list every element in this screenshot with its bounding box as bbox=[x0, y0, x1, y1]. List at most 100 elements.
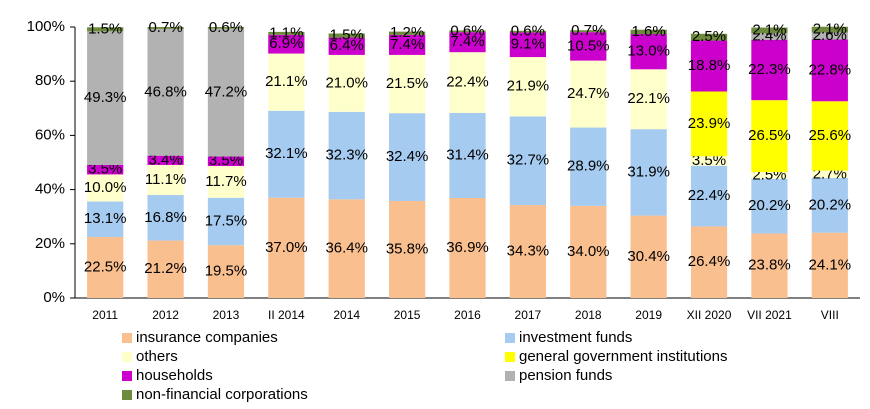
bar-segment bbox=[389, 31, 426, 35]
value-label: 19.5% bbox=[205, 263, 248, 280]
value-label: 22.3% bbox=[748, 61, 791, 78]
x-tick-label: XII 2020 bbox=[687, 308, 732, 322]
bar-segment bbox=[509, 30, 546, 33]
value-label: 21.9% bbox=[507, 78, 550, 95]
value-label: 10.0% bbox=[84, 179, 127, 196]
x-tick-label: 2019 bbox=[635, 308, 662, 322]
value-label: 31.9% bbox=[627, 163, 670, 180]
bar-segment bbox=[147, 28, 184, 156]
bar-segment bbox=[207, 197, 245, 246]
x-tick-label: II 2014 bbox=[268, 308, 305, 322]
value-label: 18.8% bbox=[688, 57, 731, 74]
bar-segment bbox=[751, 233, 788, 298]
value-label: 0.6% bbox=[450, 22, 484, 39]
value-label: 9.1% bbox=[511, 36, 545, 53]
bar-segment bbox=[570, 60, 607, 128]
x-tick-label: 2011 bbox=[92, 308, 118, 322]
bar-segment bbox=[268, 31, 305, 35]
legend-swatch bbox=[122, 371, 132, 381]
bar-segment bbox=[509, 205, 546, 298]
value-label: 22.8% bbox=[809, 61, 852, 78]
value-label: 25.6% bbox=[809, 127, 852, 144]
bar-segment bbox=[207, 245, 245, 298]
bar-segment bbox=[811, 170, 848, 178]
value-label: 1.6% bbox=[632, 23, 666, 40]
bar-segment bbox=[147, 240, 184, 298]
x-tick-label: VIII bbox=[821, 308, 839, 322]
bar-segment bbox=[268, 34, 305, 54]
value-label: 6.4% bbox=[330, 37, 364, 54]
legend-label: pension funds bbox=[519, 367, 612, 384]
y-tick-label: 20% bbox=[35, 235, 65, 252]
legend-label: investment funds bbox=[519, 329, 632, 346]
bar-segment bbox=[570, 30, 607, 33]
bar-segment bbox=[389, 200, 426, 298]
bar-segment bbox=[509, 32, 546, 58]
bar-segment bbox=[268, 53, 305, 111]
bar-segment bbox=[328, 33, 365, 38]
legend-label: households bbox=[136, 367, 213, 384]
value-label: 37.0% bbox=[265, 239, 308, 256]
value-label: 17.5% bbox=[205, 212, 248, 229]
value-label: 0.7% bbox=[148, 19, 182, 36]
bar-segment bbox=[147, 164, 184, 196]
value-label: 2.5% bbox=[692, 28, 726, 45]
value-label: 24.1% bbox=[809, 256, 852, 273]
value-label: 20.2% bbox=[809, 196, 852, 213]
value-label: 32.7% bbox=[507, 152, 550, 169]
bar-segment bbox=[207, 27, 245, 29]
value-label: 0.6% bbox=[511, 23, 545, 40]
bar-segment bbox=[268, 110, 305, 198]
value-label: 26.5% bbox=[748, 127, 791, 144]
value-label: 36.4% bbox=[325, 240, 368, 257]
bar-segment bbox=[570, 32, 607, 61]
legend-label: others bbox=[136, 348, 178, 365]
bar-segment bbox=[147, 27, 184, 29]
value-label: 47.2% bbox=[205, 84, 248, 101]
bar-segment bbox=[328, 199, 365, 298]
bar-segment bbox=[328, 111, 365, 200]
value-label: 34.3% bbox=[507, 242, 550, 259]
bar-segment bbox=[811, 26, 848, 33]
value-label: 11.1% bbox=[145, 171, 186, 188]
value-label: 0.7% bbox=[571, 22, 605, 39]
value-label: 1.5% bbox=[88, 20, 122, 37]
bar-segment bbox=[751, 27, 788, 34]
value-label: 23.8% bbox=[748, 257, 791, 274]
bar-segment bbox=[389, 34, 426, 55]
legend-swatch bbox=[505, 333, 515, 343]
value-label: 21.5% bbox=[386, 75, 429, 92]
value-label: 49.3% bbox=[84, 89, 127, 106]
value-label: 22.5% bbox=[84, 258, 127, 275]
bar-segment bbox=[449, 32, 486, 53]
legend-swatch bbox=[122, 390, 132, 400]
bar-segment bbox=[751, 33, 788, 40]
bar-segment bbox=[811, 39, 848, 102]
bar-segment bbox=[449, 112, 486, 199]
bar-segment bbox=[147, 195, 184, 241]
value-label: 22.1% bbox=[627, 90, 670, 107]
bar-segment bbox=[207, 156, 245, 167]
value-label: 1.1% bbox=[269, 24, 303, 41]
bar-segment bbox=[87, 201, 124, 238]
x-tick-label: 2017 bbox=[515, 308, 542, 322]
value-label: 36.9% bbox=[446, 239, 489, 256]
bar-segment bbox=[570, 205, 607, 298]
bar-segment bbox=[87, 27, 124, 32]
bar-segment bbox=[690, 40, 728, 92]
bar-segment bbox=[751, 100, 788, 172]
bar-segment bbox=[389, 54, 426, 114]
value-label: 32.3% bbox=[325, 147, 368, 164]
bar-segment bbox=[751, 178, 788, 234]
value-label: 22.4% bbox=[688, 187, 731, 204]
x-tick-label: 2014 bbox=[333, 308, 360, 322]
bar-segment bbox=[449, 52, 486, 113]
value-label: 32.4% bbox=[386, 148, 429, 165]
y-tick-label: 100% bbox=[27, 18, 65, 35]
bar-segment bbox=[630, 34, 667, 70]
legend-swatch bbox=[122, 352, 132, 362]
bar-segment bbox=[147, 155, 184, 165]
value-label: 31.4% bbox=[446, 146, 489, 163]
value-label: 35.8% bbox=[386, 240, 429, 257]
